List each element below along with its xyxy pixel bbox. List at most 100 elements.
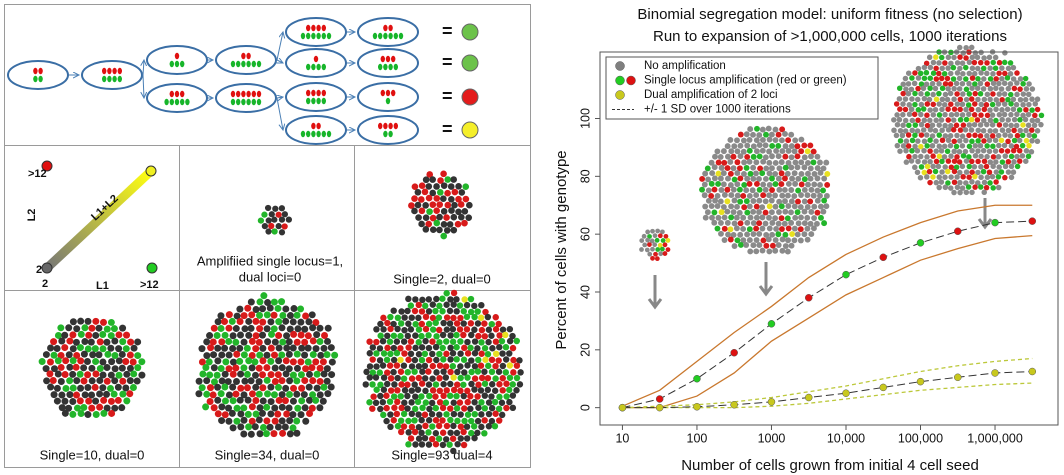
- cell: [704, 165, 711, 172]
- cell: [210, 378, 218, 386]
- data-point: [842, 389, 850, 397]
- cell: [414, 188, 422, 196]
- cell: [474, 345, 481, 352]
- cell: [1002, 70, 1008, 77]
- cell: [263, 351, 271, 359]
- cell: [724, 198, 731, 205]
- cell: [798, 214, 804, 221]
- cell: [996, 70, 1002, 77]
- cell: [932, 127, 939, 134]
- cell: [100, 396, 108, 404]
- cell: [126, 377, 134, 385]
- cell: [918, 143, 924, 150]
- cell: [436, 387, 444, 395]
- cell: [210, 351, 218, 359]
- cell: [301, 404, 309, 412]
- cell: [366, 350, 374, 357]
- cell: [921, 159, 928, 165]
- cell: [804, 225, 811, 232]
- cell: [394, 325, 401, 333]
- cell: [443, 326, 451, 333]
- cell: [920, 85, 927, 92]
- cell: [397, 320, 405, 327]
- cell: [778, 170, 785, 177]
- cell: [506, 325, 514, 333]
- cell: [461, 405, 468, 412]
- cell: [313, 370, 321, 378]
- cell: [309, 391, 317, 399]
- cell: [942, 184, 949, 191]
- cell: [953, 164, 960, 171]
- cell: [411, 381, 418, 388]
- cell: [918, 153, 924, 160]
- cell: [820, 165, 827, 172]
- cell: [492, 350, 500, 358]
- cell: [939, 96, 946, 103]
- cell: [213, 371, 221, 379]
- cell: [938, 117, 945, 123]
- cell: [718, 230, 724, 237]
- cell: [88, 391, 96, 399]
- cell: [397, 332, 404, 340]
- cell: [474, 308, 481, 315]
- cell: [404, 405, 411, 412]
- cell: [61, 409, 69, 417]
- cell: [387, 423, 394, 431]
- cell: [390, 368, 397, 376]
- cell: [92, 317, 100, 325]
- cell: [305, 318, 313, 326]
- cell: [727, 137, 734, 143]
- cell: [721, 225, 728, 232]
- equals-sign: =: [442, 119, 453, 139]
- cell: [993, 117, 999, 124]
- cell: [956, 44, 963, 51]
- cell: [896, 116, 903, 123]
- cell: [232, 338, 240, 346]
- cell: [897, 138, 904, 144]
- legend-marker: [615, 61, 625, 71]
- cell: [394, 398, 401, 406]
- cell: [286, 377, 294, 385]
- cell: [936, 132, 943, 138]
- cell: [992, 128, 999, 134]
- cell: [785, 180, 792, 187]
- cell: [309, 351, 317, 359]
- data-point: [991, 218, 999, 227]
- lineage-arrow: [277, 60, 283, 63]
- cell: [50, 365, 58, 373]
- chromosome: [311, 63, 316, 71]
- cell: [782, 208, 789, 215]
- cell: [896, 85, 903, 92]
- cell: [46, 358, 54, 366]
- cell: [743, 164, 750, 171]
- cell: [453, 429, 461, 437]
- cell: [447, 416, 454, 424]
- cell: [248, 390, 256, 398]
- cell: [426, 405, 433, 413]
- cell: [759, 136, 766, 143]
- cell: [818, 214, 824, 221]
- cell: [263, 417, 271, 425]
- cell: [383, 417, 390, 425]
- cell: [491, 422, 499, 430]
- cell: [721, 159, 728, 166]
- chromosome: [321, 32, 326, 40]
- cell: [444, 201, 452, 209]
- cell: [275, 344, 283, 352]
- chromosome: [306, 63, 311, 71]
- caption: dual loci=0: [239, 269, 302, 284]
- cell: [995, 154, 1002, 160]
- cell: [46, 370, 54, 378]
- cell: [450, 374, 457, 381]
- cell: [705, 176, 712, 183]
- chromosome: [246, 98, 251, 106]
- cell: [1007, 81, 1014, 87]
- cell: [724, 186, 731, 193]
- cell: [252, 345, 260, 353]
- cell: [1008, 163, 1015, 170]
- cell: [447, 368, 454, 376]
- cell: [481, 333, 489, 340]
- cell: [993, 76, 999, 82]
- cell: [652, 233, 658, 239]
- cell: [256, 325, 264, 333]
